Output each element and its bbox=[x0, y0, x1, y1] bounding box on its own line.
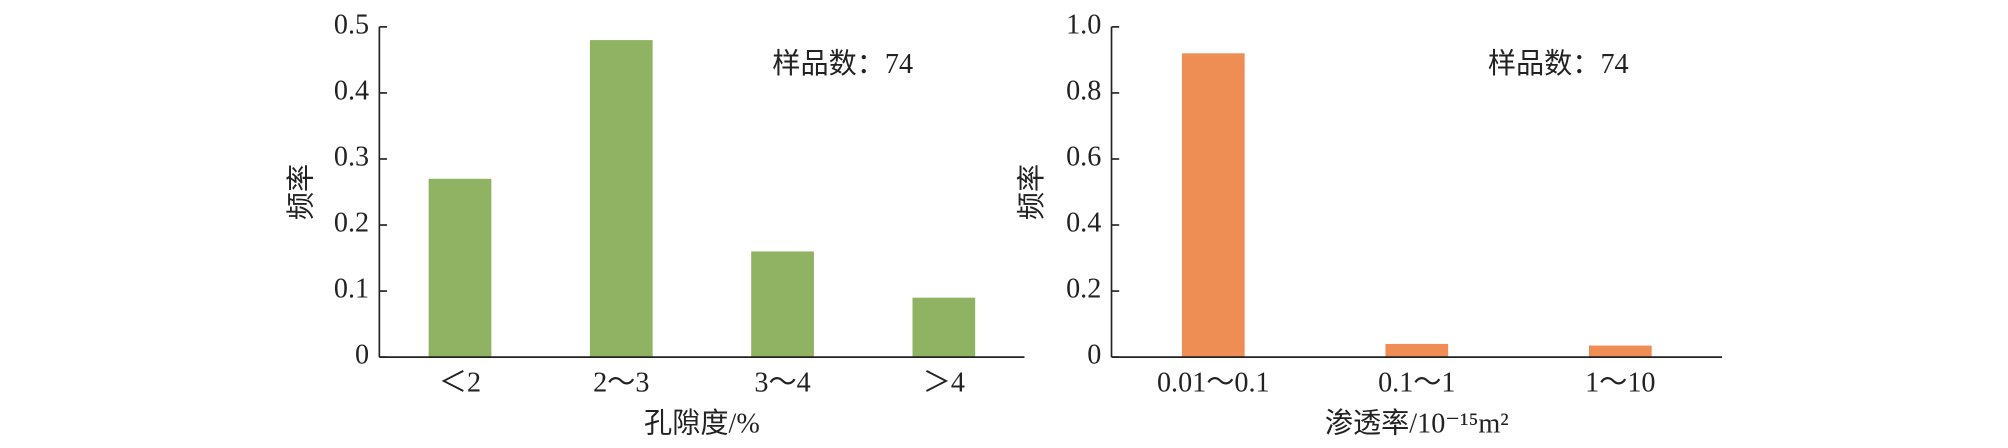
bar bbox=[1181, 53, 1245, 358]
y-tick-label: 0.5 bbox=[334, 9, 369, 40]
y-tick-label: 0.6 bbox=[1066, 141, 1101, 172]
x-tick-label: 3～4 bbox=[754, 368, 810, 399]
bar bbox=[1385, 343, 1449, 358]
y-axis-label: 频率 bbox=[285, 164, 317, 220]
bar bbox=[428, 178, 492, 358]
bar bbox=[1588, 345, 1652, 358]
y-tick-label: 0.4 bbox=[1066, 207, 1101, 238]
x-axis-label: 孔隙度/% bbox=[644, 408, 760, 440]
y-tick-label: 0.4 bbox=[334, 75, 369, 106]
bar bbox=[589, 40, 653, 358]
y-tick-label: 0.2 bbox=[1066, 274, 1101, 305]
y-tick-label: 0.1 bbox=[334, 274, 369, 305]
x-tick-label: ＞4 bbox=[923, 368, 965, 399]
x-tick-label: 1～10 bbox=[1585, 368, 1655, 399]
x-tick-label: 2～3 bbox=[593, 368, 649, 399]
y-axis-label: 频率 bbox=[1016, 164, 1048, 220]
x-tick-label: ＜2 bbox=[439, 368, 481, 399]
y-tick-label: 0 bbox=[355, 340, 369, 371]
bar bbox=[912, 297, 976, 358]
y-tick-label: 0 bbox=[1087, 340, 1101, 371]
y-tick-label: 0.3 bbox=[334, 141, 369, 172]
annotation: 样品数：74 bbox=[772, 48, 913, 80]
x-tick-label: 0.1～1 bbox=[1378, 368, 1455, 399]
y-tick-label: 0.8 bbox=[1066, 75, 1101, 106]
x-tick-label: 0.01～0.1 bbox=[1157, 368, 1270, 399]
y-tick-label: 0.2 bbox=[334, 207, 369, 238]
bar bbox=[751, 251, 814, 358]
annotation: 样品数：74 bbox=[1488, 48, 1629, 80]
y-tick-label: 1.0 bbox=[1066, 9, 1101, 40]
x-axis-label: 渗透率/10⁻¹⁵m² bbox=[1325, 408, 1509, 440]
